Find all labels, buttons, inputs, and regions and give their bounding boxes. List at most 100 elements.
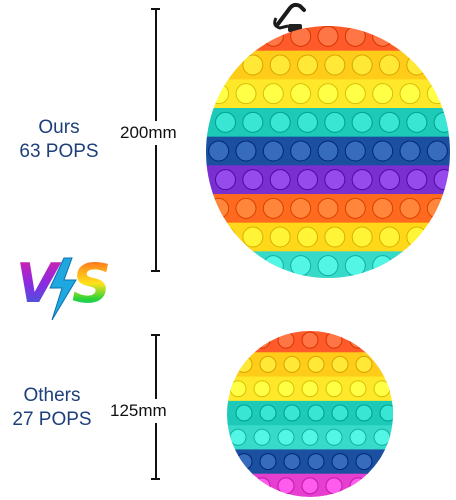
- pop-bubble: [406, 54, 428, 76]
- pop-bubble: [406, 169, 428, 191]
- pop-bubble: [325, 331, 343, 349]
- pop-bubble: [317, 83, 339, 105]
- pop-bubble: [373, 477, 391, 495]
- pop-bubble: [351, 111, 373, 133]
- pop-bubble: [269, 226, 291, 248]
- versus-s: S: [72, 252, 108, 315]
- ours-label-line2: 63 POPS: [19, 141, 99, 162]
- pop-bubble: [344, 140, 366, 162]
- pop-bubble: [349, 331, 367, 349]
- pop-bubble: [301, 477, 319, 495]
- pop-bubble: [344, 26, 366, 47]
- pop-bubble: [433, 169, 450, 191]
- pop-bubble: [426, 83, 448, 105]
- others-label: Others 27 POPS: [0, 384, 104, 432]
- pop-bubble: [297, 54, 318, 76]
- pop-bubble: [379, 226, 400, 248]
- pop-bubble: [253, 428, 271, 446]
- pop-bubble: [208, 83, 230, 105]
- pop-bubble: [229, 380, 247, 398]
- pop-bubble: [242, 226, 264, 248]
- top-dimension-tick-top: [151, 8, 160, 10]
- pop-bubble: [215, 54, 236, 76]
- pop-bubble: [355, 453, 373, 471]
- pop-bubble: [215, 111, 236, 133]
- pop-bubble: [317, 197, 339, 219]
- pop-bubble: [235, 255, 257, 277]
- pop-bubble: [277, 331, 295, 349]
- pop-bubble: [373, 428, 391, 446]
- pop-bubble: [351, 54, 373, 76]
- pop-bubble: [355, 355, 373, 373]
- pop-bubble: [351, 169, 373, 191]
- pop-bubble: [242, 111, 264, 133]
- pop-bubble: [351, 226, 373, 248]
- pop-bubble: [208, 197, 230, 219]
- pop-bubble: [259, 355, 277, 373]
- pop-bubble: [399, 26, 421, 47]
- pop-bubble: [373, 331, 391, 349]
- pop-bubble: [433, 54, 450, 76]
- pop-bubble: [290, 255, 312, 277]
- pop-bubble: [344, 255, 366, 277]
- pop-bubble: [283, 404, 301, 422]
- pop-bubble: [379, 453, 393, 471]
- pop-bubble: [235, 453, 253, 471]
- pop-bubble: [372, 83, 394, 105]
- pop-bubble: [325, 380, 343, 398]
- pop-bubble: [262, 26, 284, 47]
- pop-bubble: [262, 140, 284, 162]
- top-dimension-tick-bottom: [151, 270, 160, 272]
- others-popper-small: [227, 331, 393, 497]
- pop-bubble: [301, 380, 319, 398]
- pop-bubble: [229, 477, 247, 495]
- ours-label: Ours 63 POPS: [4, 116, 114, 164]
- pop-bubble: [262, 197, 284, 219]
- pop-bubble: [277, 380, 295, 398]
- pop-bubble: [208, 26, 230, 47]
- pop-bubble: [379, 111, 400, 133]
- pop-bubble: [317, 26, 339, 47]
- pop-bubble: [372, 255, 394, 277]
- pop-bubble: [349, 428, 367, 446]
- pop-bubble: [325, 428, 343, 446]
- pop-bubble: [399, 197, 421, 219]
- pop-bubble: [317, 140, 339, 162]
- pop-bubble: [297, 169, 318, 191]
- pop-bubble: [426, 26, 448, 47]
- pop-bubble: [235, 404, 253, 422]
- pop-bubble: [290, 140, 312, 162]
- pop-bubble: [331, 355, 349, 373]
- pop-bubble: [297, 226, 318, 248]
- versus-graphic: V S: [16, 252, 112, 321]
- pop-bubble: [269, 54, 291, 76]
- pop-bubble: [372, 140, 394, 162]
- pop-bubble: [242, 169, 264, 191]
- pop-bubble: [325, 477, 343, 495]
- pop-bubble: [235, 197, 257, 219]
- pop-bubble: [307, 453, 325, 471]
- pop-bubble: [242, 54, 264, 76]
- bottom-dimension-tick-bottom: [151, 478, 160, 480]
- pop-bubble: [301, 428, 319, 446]
- pop-bubble: [277, 477, 295, 495]
- pop-bubble: [372, 197, 394, 219]
- pop-bubble: [426, 255, 448, 277]
- pop-bubble: [235, 140, 257, 162]
- others-label-line2: 27 POPS: [12, 409, 92, 430]
- bottom-dimension-tick-top: [151, 334, 160, 336]
- lightning-bolt-icon: [49, 257, 77, 321]
- ours-label-line1: Ours: [38, 117, 80, 138]
- pop-bubble: [215, 226, 236, 248]
- pop-bubble: [399, 83, 421, 105]
- pop-bubble: [379, 355, 393, 373]
- pop-bubble: [324, 226, 346, 248]
- bottom-dimension-label: 125mm: [110, 399, 167, 423]
- ours-popper-large: [206, 26, 450, 278]
- pop-bubble: [253, 477, 271, 495]
- pop-bubble: [259, 453, 277, 471]
- pop-bubble: [317, 255, 339, 277]
- pop-bubble: [372, 26, 394, 47]
- pop-bubble: [379, 54, 400, 76]
- pop-bubble: [290, 197, 312, 219]
